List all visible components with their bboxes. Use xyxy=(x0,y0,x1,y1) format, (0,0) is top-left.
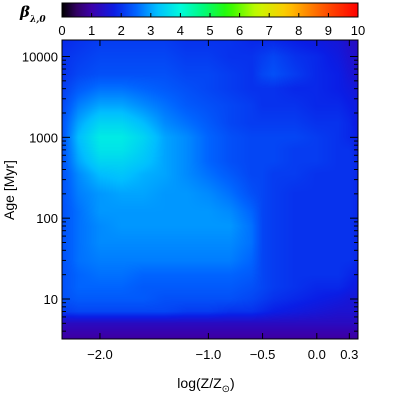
x-tick-label: −2.0 xyxy=(87,347,113,362)
colorbar-title-subscript: λ,0 xyxy=(29,15,46,25)
y-axis-ticks: 10 100 1000 10000 xyxy=(22,49,358,332)
x-axis-ticks: −2.0 −1.0 −0.5 0.0 0.3 xyxy=(87,40,358,362)
colorbar-tick-label: 9 xyxy=(325,23,332,38)
y-tick-label: 1000 xyxy=(29,130,58,145)
colorbar-tick-label: 7 xyxy=(266,23,273,38)
colorbar-title: βλ,0 xyxy=(19,3,46,25)
heatmap-area xyxy=(62,40,358,339)
y-tick-label: 10000 xyxy=(22,49,58,64)
colorbar-ticks: 0 1 2 3 4 5 6 7 8 9 10 xyxy=(58,13,365,38)
colorbar-tick-label: 5 xyxy=(206,23,213,38)
y-tick-label: 100 xyxy=(36,211,58,226)
x-tick-label: −0.5 xyxy=(250,347,276,362)
x-tick-label: 0.0 xyxy=(308,347,326,362)
colorbar-tick-label: 6 xyxy=(236,23,243,38)
plot-frame xyxy=(61,39,359,340)
x-tick-label: 0.3 xyxy=(340,347,358,362)
x-axis-label: log(Z/Z⊙) xyxy=(177,375,234,395)
colorbar-tick-label: 0 xyxy=(58,23,65,38)
y-tick-label: 10 xyxy=(44,292,58,307)
colorbar-tick-label: 8 xyxy=(295,23,302,38)
x-axis-label-close: ) xyxy=(230,375,235,391)
colorbar-tick-label: 2 xyxy=(118,23,125,38)
x-tick-label: −1.0 xyxy=(196,347,222,362)
x-axis-label-subscript: ⊙ xyxy=(222,384,230,395)
y-axis-label: Age [Myr] xyxy=(1,160,17,220)
colorbar-tick-label: 4 xyxy=(177,23,184,38)
colorbar-tick-label: 3 xyxy=(147,23,154,38)
colorbar-tick-label: 1 xyxy=(88,23,95,38)
colorbar-tick-label: 10 xyxy=(351,23,365,38)
